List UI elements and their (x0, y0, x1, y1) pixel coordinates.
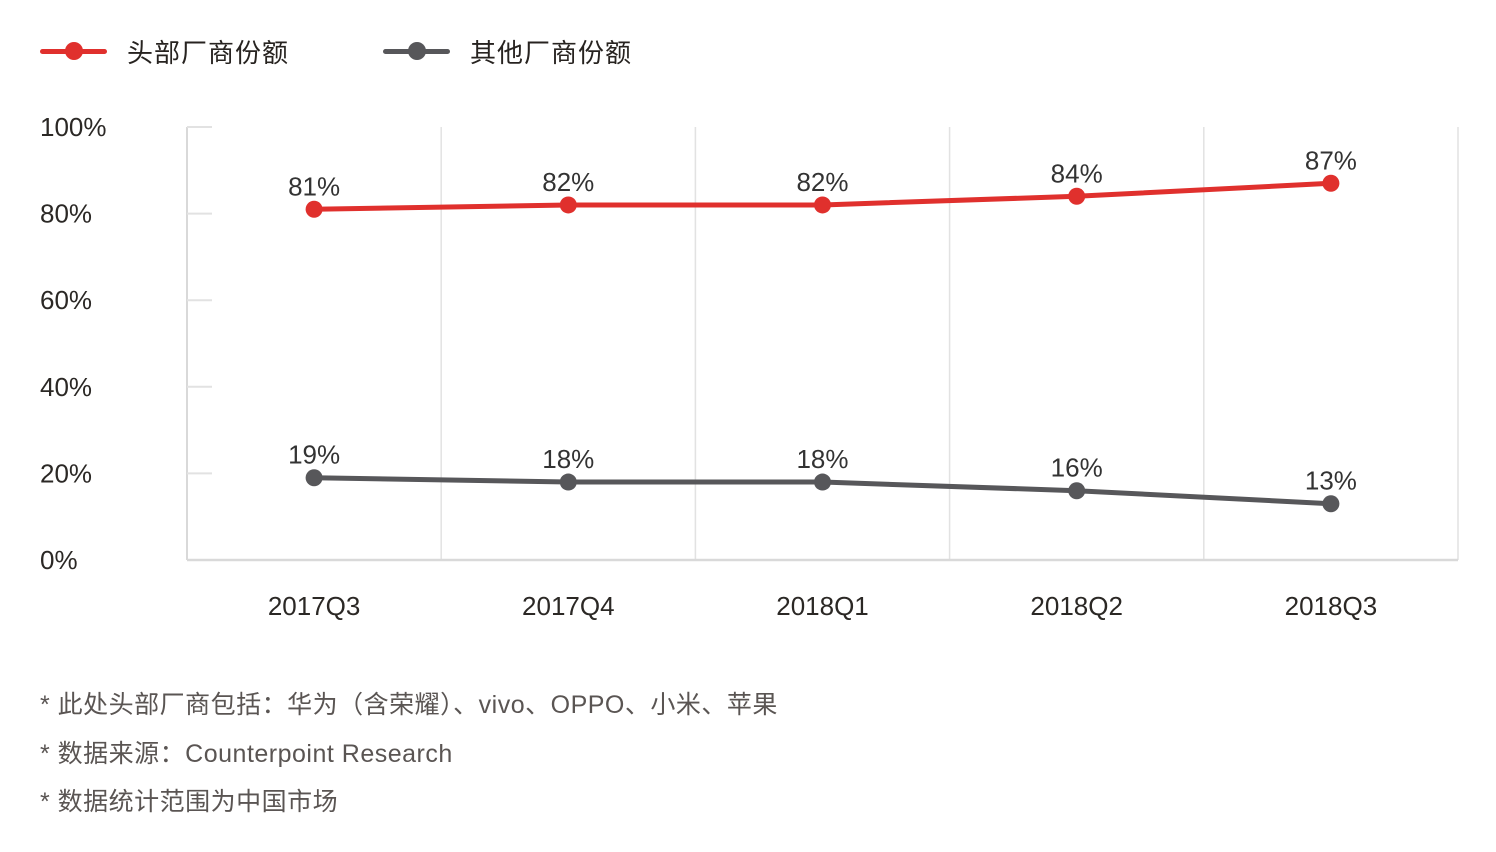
data-point-label: 84% (1051, 158, 1103, 188)
legend-item-other-vendors: 其他厂商份额 (383, 36, 632, 68)
footnotes: * 此处头部厂商包括：华为（含荣耀）、vivo、OPPO、小米、苹果 * 数据来… (40, 681, 778, 827)
legend-label-other-vendors: 其他厂商份额 (470, 37, 633, 68)
y-axis-tick-label: 40% (40, 372, 92, 402)
data-point-label: 13% (1305, 466, 1357, 496)
data-point (814, 196, 831, 214)
data-point (559, 473, 577, 491)
footnote-data-source: * 数据来源：Counterpoint Research (40, 739, 453, 768)
data-point-label: 16% (1051, 453, 1103, 483)
data-point (559, 196, 577, 214)
data-point (305, 469, 323, 487)
footnote-vendors-included: * 此处头部厂商包括：华为（含荣耀）、vivo、OPPO、小米、苹果 (40, 691, 778, 719)
legend-item-top-vendors: 头部厂商份额 (40, 36, 289, 68)
data-point (814, 473, 831, 491)
legend-dot-gray (407, 42, 426, 60)
legend-line-marker-red (40, 42, 107, 60)
y-axis-tick-label: 80% (40, 199, 92, 229)
y-axis-tick-label: 0% (40, 545, 78, 575)
x-axis-category-label: 2018Q2 (1030, 591, 1123, 621)
data-point (1322, 174, 1340, 192)
x-axis-category-label: 2018Q3 (1285, 591, 1378, 621)
legend-label-top-vendors: 头部厂商份额 (127, 37, 290, 68)
y-axis-tick-label: 60% (40, 285, 92, 315)
data-point-label: 82% (542, 167, 594, 197)
legend-line-marker-gray (383, 42, 450, 60)
x-axis-category-label: 2017Q4 (522, 591, 615, 621)
y-axis-tick-label: 100% (40, 112, 107, 142)
data-point (305, 200, 323, 218)
legend-dot-red (64, 42, 83, 60)
data-point (1068, 482, 1086, 500)
y-axis-tick-label: 20% (40, 458, 92, 488)
x-axis-category-label: 2017Q3 (268, 591, 361, 621)
data-point-label: 82% (796, 167, 848, 197)
footnote-data-scope: * 数据统计范围为中国市场 (40, 788, 339, 816)
data-point-label: 81% (288, 171, 340, 201)
data-point (1322, 495, 1340, 513)
data-point-label: 18% (542, 444, 594, 474)
data-point (1068, 187, 1086, 205)
x-axis-category-label: 2018Q1 (776, 591, 869, 621)
data-point-label: 19% (288, 440, 340, 470)
data-point-label: 18% (796, 444, 848, 474)
line-chart: 100% 80% 60% 40% 20% 0% 2017Q3 2017Q4 2018Q1 2018… (40, 112, 1459, 621)
data-point-label: 87% (1305, 145, 1357, 175)
